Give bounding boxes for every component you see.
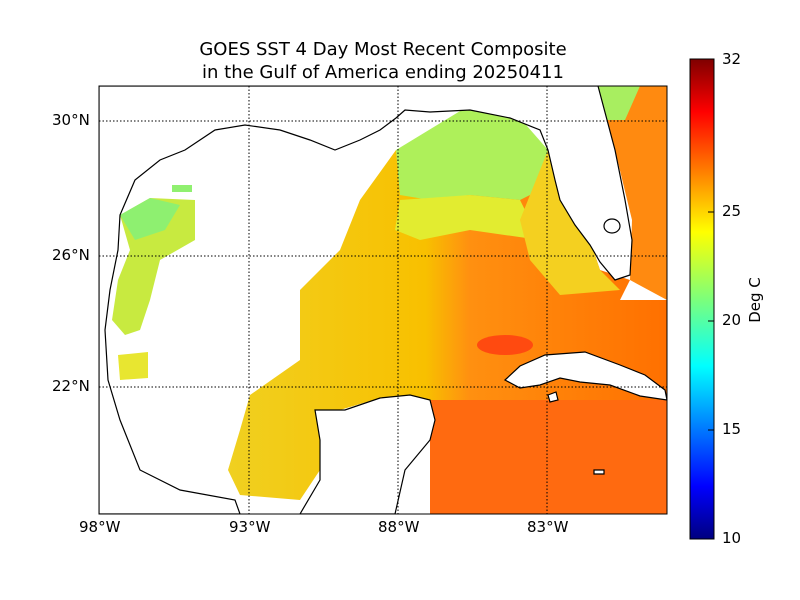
lon-tick-83w: 83°W [527, 518, 569, 536]
colorbar-label: Deg C [746, 277, 764, 323]
coastline [99, 86, 667, 514]
lon-tick-93w: 93°W [229, 518, 271, 536]
lat-tick-26n: 26°N [52, 246, 90, 264]
lat-tick-22n: 22°N [52, 377, 90, 395]
colorbar-tick-20: 20 [722, 311, 742, 329]
map-frame [98, 85, 668, 515]
lat-tick-30n: 30°N [52, 111, 90, 129]
colorbar-tick-25: 25 [722, 202, 742, 220]
colorbar [689, 58, 715, 540]
colorbar-tick-32: 32 [722, 50, 742, 68]
map-title-line-1: GOES SST 4 Day Most Recent Composite [199, 39, 567, 60]
colorbar-tick-15: 15 [722, 420, 742, 438]
colorbar-tick-10: 10 [722, 529, 742, 547]
lon-tick-88w: 88°W [378, 518, 420, 536]
colorbar-ticks [708, 211, 714, 431]
map-title-line-2: in the Gulf of America ending 20250411 [202, 62, 564, 83]
sst-field [112, 86, 667, 514]
lon-tick-98w: 98°W [79, 518, 121, 536]
graticule [99, 86, 667, 514]
